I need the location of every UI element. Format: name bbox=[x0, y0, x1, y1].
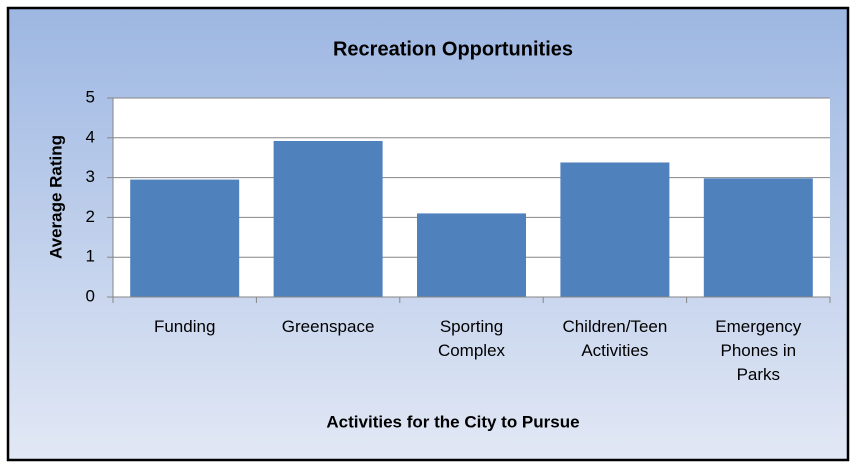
bar bbox=[273, 140, 383, 297]
y-tick-label: 4 bbox=[86, 127, 95, 146]
y-tick-label: 0 bbox=[86, 286, 95, 305]
x-tick-label: Emergency Phones in Parks bbox=[715, 317, 802, 384]
bar bbox=[417, 213, 526, 297]
x-tick-label: Greenspace bbox=[281, 317, 375, 336]
x-tick-label: Sporting Complex bbox=[437, 317, 506, 360]
y-tick-label: 2 bbox=[86, 207, 95, 226]
x-tick-label: Children/Teen Activities bbox=[562, 317, 668, 360]
bar bbox=[130, 179, 240, 297]
chart-title: Recreation Opportunities bbox=[333, 38, 573, 60]
y-tick-label: 3 bbox=[86, 167, 95, 186]
bar bbox=[703, 178, 813, 297]
y-tick-label: 5 bbox=[86, 87, 95, 106]
y-axis-title: Average Rating bbox=[46, 135, 65, 259]
bar bbox=[560, 162, 670, 297]
x-tick-label: Funding bbox=[153, 317, 216, 336]
x-axis-title: Activities for the City to Pursue bbox=[326, 412, 579, 431]
y-tick-label: 1 bbox=[86, 247, 95, 266]
